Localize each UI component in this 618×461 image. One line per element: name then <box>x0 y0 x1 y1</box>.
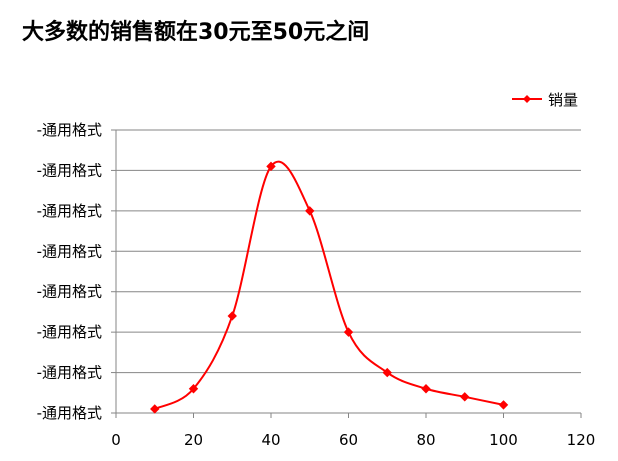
legend-marker <box>523 95 531 103</box>
data-point-marker <box>498 400 509 410</box>
data-point-marker <box>382 367 392 378</box>
y-tick-label: -通用格式 <box>37 161 102 179</box>
y-tick-label: -通用格式 <box>37 283 102 301</box>
x-tick-label: 120 <box>567 431 596 449</box>
data-point-marker <box>188 384 199 394</box>
data-point-marker <box>460 392 470 402</box>
axes: -通用格式 -通用格式 -通用格式 -通用格式 -通用格式 -通用格式 -通用格式 -通用格式… <box>37 121 596 449</box>
data-point-marker <box>343 327 354 337</box>
data-point-marker <box>421 384 431 394</box>
x-tick-label: 60 <box>339 431 358 449</box>
x-tick-label: 20 <box>184 431 203 449</box>
chart-title: 大多数的销售额在30元至50元之间 <box>22 20 370 45</box>
y-tick-label: -通用格式 <box>37 242 102 260</box>
y-tick-label: -通用格式 <box>37 323 102 341</box>
y-tick-label: -通用格式 <box>37 404 102 422</box>
y-tick-label: -通用格式 <box>37 202 102 220</box>
data-point-marker <box>305 206 315 216</box>
legend: 销量 <box>512 91 578 109</box>
data-point-marker <box>227 311 237 321</box>
series-layer <box>150 160 509 414</box>
x-tick-label: 100 <box>489 431 518 449</box>
x-tick-label: 80 <box>416 431 435 449</box>
x-tick-label: 40 <box>261 431 280 449</box>
data-point-marker <box>266 161 276 172</box>
y-tick-label: -通用格式 <box>37 364 102 382</box>
x-tick-label: 0 <box>111 431 121 449</box>
y-tick-label: -通用格式 <box>37 121 102 139</box>
data-point-marker <box>150 404 160 414</box>
legend-label: 销量 <box>548 91 578 109</box>
series-line <box>154 160 504 410</box>
